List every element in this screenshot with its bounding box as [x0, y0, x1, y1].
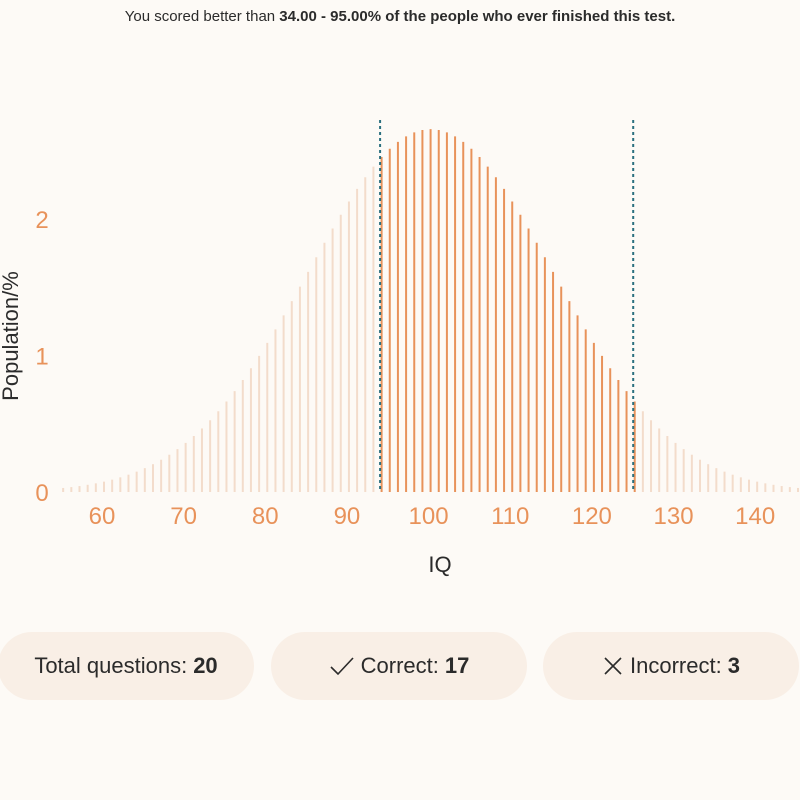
headline-highlight: 34.00 - 95.00% of the people who ever fi…	[279, 8, 676, 25]
total-questions-value: 20	[193, 653, 218, 678]
result-headline: You scored better than 34.00 - 95.00% of…	[0, 8, 800, 25]
checkmark-icon	[329, 655, 355, 677]
headline-prefix: You scored better than	[124, 8, 280, 25]
cross-icon	[602, 655, 624, 677]
iq-distribution-chart: 0 1 2 60 70 80 90 100 110 120 130 140 IQ Populatio…	[0, 120, 799, 577]
incorrect-label: Incorrect:	[630, 653, 722, 678]
x-tick-label: 120	[572, 503, 612, 530]
y-tick-label: 2	[35, 207, 48, 234]
x-tick-label: 90	[334, 503, 361, 530]
x-axis-label: IQ	[428, 552, 451, 577]
x-tick-label: 80	[252, 503, 279, 530]
y-tick-label: 0	[35, 480, 48, 507]
x-tick-label: 130	[654, 503, 694, 530]
x-tick-label: 140	[735, 503, 775, 530]
x-tick-label: 60	[89, 503, 116, 530]
y-axis-label: Population/%	[0, 271, 23, 401]
correct-label: Correct:	[360, 653, 439, 678]
x-tick-label: 100	[409, 503, 449, 530]
correct-value: 17	[444, 653, 470, 678]
x-tick-label: 110	[491, 503, 529, 530]
incorrect-value: 3	[727, 653, 740, 678]
y-tick-label: 1	[35, 344, 48, 371]
incorrect-pill: Incorrect: 3	[543, 632, 799, 700]
total-questions-pill: Total questions: 20	[0, 632, 254, 700]
correct-pill: Correct: 17	[271, 632, 527, 700]
total-questions-label: Total questions:	[34, 653, 188, 678]
x-tick-label: 70	[170, 503, 197, 530]
